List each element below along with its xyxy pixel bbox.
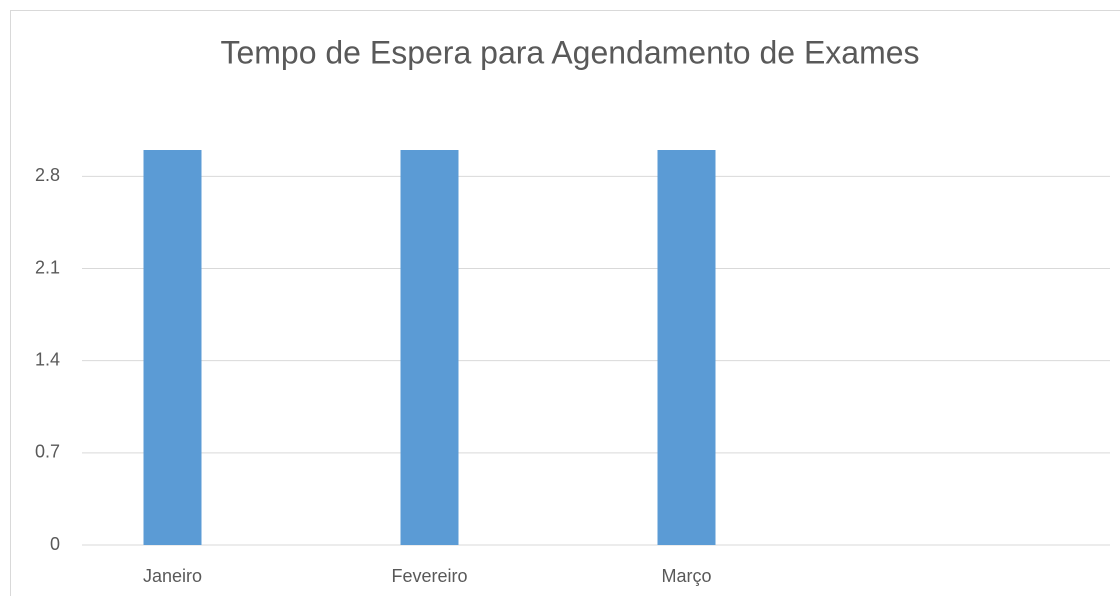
bar bbox=[143, 150, 202, 545]
bar bbox=[657, 150, 716, 545]
y-tick-label: 2.8 bbox=[35, 165, 60, 185]
y-tick-label: 1.4 bbox=[35, 349, 60, 369]
chart-title: Tempo de Espera para Agendamento de Exam… bbox=[220, 34, 919, 70]
y-tick-label: 2.1 bbox=[35, 257, 60, 277]
y-tick-label: 0 bbox=[50, 534, 60, 554]
bar bbox=[400, 150, 459, 545]
x-tick-label: Janeiro bbox=[143, 566, 202, 586]
x-tick-label: Fevereiro bbox=[391, 566, 467, 586]
y-tick-label: 0.7 bbox=[35, 442, 60, 462]
x-tick-label: Março bbox=[661, 566, 711, 586]
